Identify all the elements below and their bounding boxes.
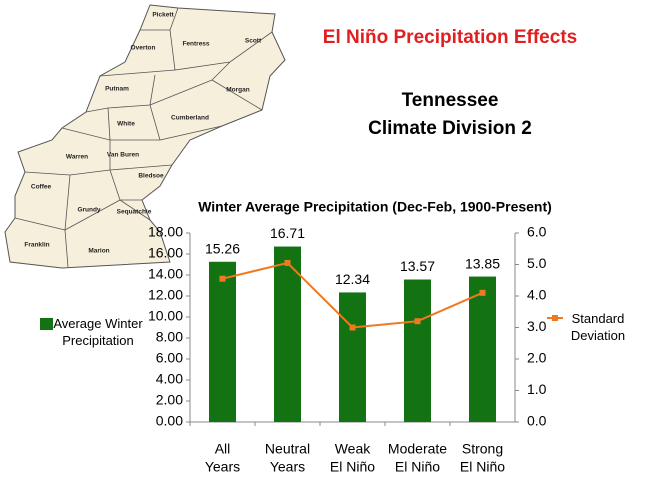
line-marker	[219, 275, 226, 282]
bar	[404, 279, 431, 422]
legend-label: Average Winter Precipitation	[53, 316, 143, 348]
chart-title: Winter Average Precipitation (Dec-Feb, 1…	[198, 199, 552, 215]
value-label: 16.71	[270, 225, 305, 241]
x-tick-label: Strong	[462, 441, 503, 457]
page-title: El Niño Precipitation Effects	[323, 27, 577, 48]
bar	[274, 246, 301, 422]
y-tick-label: 12.00	[148, 287, 183, 303]
y2-tick-label: 2.0	[527, 350, 547, 366]
y-tick-label: 10.00	[148, 308, 183, 324]
county-label: Sequatchie	[117, 209, 152, 216]
x-tick-label: Years	[270, 459, 305, 475]
y-tick-label: 18.00	[148, 224, 183, 240]
y2-tick-label: 6.0	[527, 224, 547, 240]
subtitle-line: Tennessee	[402, 90, 499, 111]
x-tick-label: El Niño	[330, 459, 375, 475]
y-tick-label: 2.00	[156, 392, 183, 408]
county-label: Marion	[88, 248, 109, 255]
subtitle-line: Climate Division 2	[368, 118, 532, 139]
county-label: Morgan	[226, 87, 250, 94]
y2-tick-label: 3.0	[527, 318, 547, 334]
x-tick-label: El Niño	[395, 459, 440, 475]
value-label: 13.57	[400, 258, 435, 274]
legend-swatch	[40, 318, 53, 330]
county-label: White	[117, 121, 135, 128]
y2-tick-label: 1.0	[527, 381, 547, 397]
bar	[209, 261, 236, 422]
county-label: Van Buren	[107, 152, 139, 159]
x-tick-label: Years	[205, 459, 240, 475]
y-tick-label: 4.00	[156, 371, 183, 387]
line-marker	[479, 289, 486, 296]
value-label: 15.26	[205, 240, 240, 256]
map	[4, 4, 286, 269]
value-label: 13.85	[465, 255, 500, 271]
county-label: Pickett	[152, 12, 174, 19]
county-label: Warren	[66, 154, 88, 161]
x-tick-label: El Niño	[460, 459, 505, 475]
line-marker	[284, 259, 291, 266]
county-label: Franklin	[24, 242, 49, 249]
county-label: Overton	[131, 45, 156, 52]
legend-swatch	[552, 315, 558, 321]
map-outline	[4, 4, 286, 269]
y2-tick-label: 5.0	[527, 255, 547, 271]
county-label: Scott	[245, 38, 262, 45]
line-marker	[414, 318, 421, 325]
y2-tick-label: 0.0	[527, 413, 547, 429]
county-label: Putnam	[105, 86, 129, 93]
county-lines	[14, 7, 273, 268]
y-tick-label: 8.00	[156, 329, 183, 345]
y-tick-label: 14.00	[148, 266, 183, 282]
bar	[469, 276, 496, 422]
x-tick-label: Neutral	[265, 441, 310, 457]
legend-label: Standard Deviation	[570, 311, 626, 343]
y-tick-label: 6.00	[156, 350, 183, 366]
county-label: Coffee	[31, 184, 52, 191]
county-label: Grundy	[77, 207, 100, 214]
bar	[339, 292, 366, 422]
y-tick-label: 0.00	[156, 413, 183, 429]
county-label: Cumberland	[171, 115, 209, 122]
y-tick-label: 16.00	[148, 245, 183, 261]
county-label: Fentress	[182, 41, 209, 48]
x-tick-label: Weak	[335, 441, 372, 457]
county-label: Bledsoe	[138, 173, 164, 180]
value-label: 12.34	[335, 271, 370, 287]
x-tick-label: Moderate	[388, 441, 447, 457]
y2-tick-label: 4.0	[527, 287, 547, 303]
line-marker	[349, 324, 356, 331]
x-tick-label: All	[215, 441, 231, 457]
